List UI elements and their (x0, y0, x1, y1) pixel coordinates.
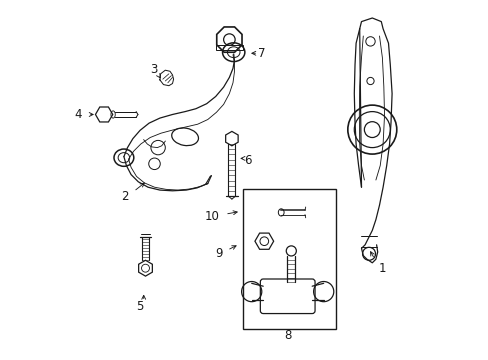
Text: 2: 2 (121, 190, 128, 203)
Text: 3: 3 (150, 63, 157, 76)
Text: 8: 8 (284, 329, 291, 342)
Text: 4: 4 (74, 108, 82, 121)
Text: 1: 1 (378, 262, 385, 275)
Text: 6: 6 (244, 154, 251, 167)
Text: 10: 10 (204, 210, 219, 222)
Text: 9: 9 (214, 247, 222, 260)
Bar (215, 45, 243, 50)
Bar (242, 189, 336, 329)
Text: 5: 5 (135, 300, 143, 313)
Text: 7: 7 (258, 47, 265, 60)
